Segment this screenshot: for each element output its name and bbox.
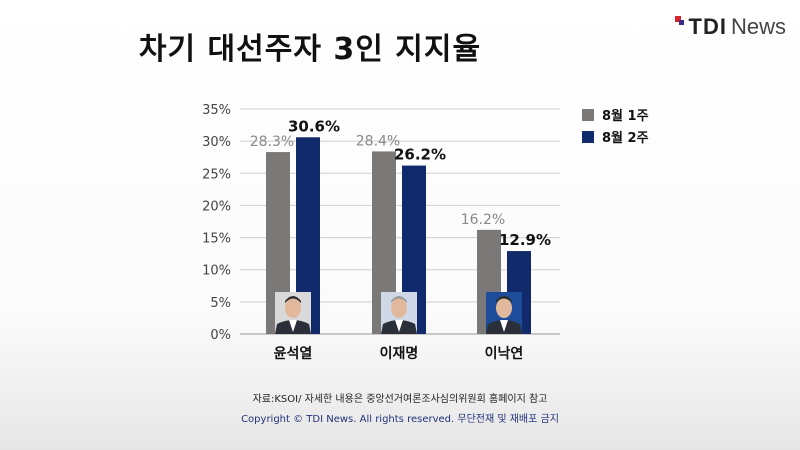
data-label: 26.2%	[394, 146, 446, 164]
y-tick-label: 10%	[202, 264, 231, 279]
logo-mark-icon	[674, 16, 689, 38]
y-tick-label: 5%	[210, 296, 231, 311]
portrait-yoon	[275, 292, 311, 334]
legend-label: 8월 1주	[602, 108, 649, 124]
data-label: 28.3%	[250, 134, 294, 150]
x-category-label: 이재명	[380, 345, 419, 362]
legend-label: 8월 2주	[602, 130, 649, 146]
copyright-note: Copyright © TDI News. All rights reserve…	[241, 414, 559, 425]
brand-logo: TDI News	[674, 14, 786, 40]
y-tick-label: 30%	[202, 135, 231, 150]
footer: 자료:KSOI/ 자세한 내용은 중앙선거여론조사심의위원회 홈페이지 참고 C…	[0, 380, 800, 450]
x-category-label: 윤석열	[274, 345, 313, 362]
logo-text: News	[730, 14, 786, 39]
x-category-label: 이낙연	[485, 345, 524, 362]
data-label: 12.9%	[499, 231, 551, 249]
portrait-lee-jm	[381, 292, 417, 334]
y-tick-label: 20%	[202, 199, 231, 214]
data-label: 30.6%	[288, 117, 340, 135]
page-title: 차기 대선주자 3인 지지율	[138, 32, 482, 67]
y-tick-label: 15%	[202, 232, 231, 247]
portrait-lee-ny	[486, 292, 522, 334]
source-note: 자료:KSOI/ 자세한 내용은 중앙선거여론조사심의위원회 홈페이지 참고	[252, 394, 548, 405]
y-tick-label: 0%	[210, 328, 231, 343]
y-tick-label: 35%	[202, 103, 231, 118]
legend-swatch	[582, 131, 594, 143]
logo-text-bold: TDI	[688, 14, 727, 39]
data-label: 28.4%	[356, 133, 400, 149]
data-label: 16.2%	[461, 212, 505, 228]
y-tick-label: 25%	[202, 167, 231, 182]
legend-swatch	[582, 109, 594, 121]
